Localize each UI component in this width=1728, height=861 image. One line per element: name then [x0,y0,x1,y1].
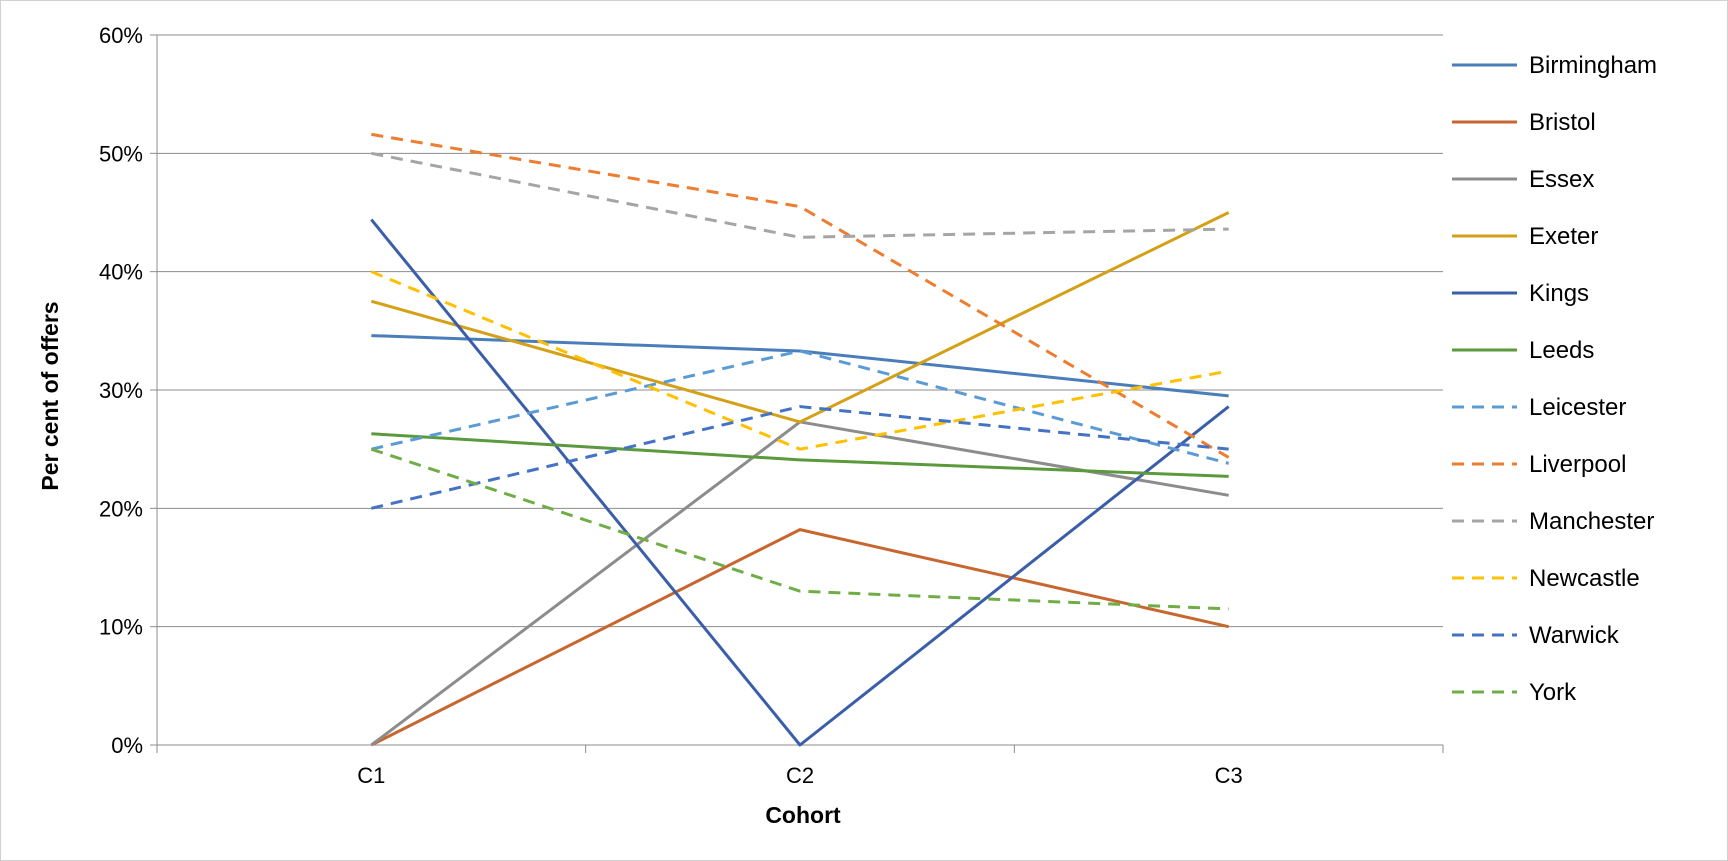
x-axis-title: Cohort [765,802,841,828]
x-tick-label: C3 [1215,763,1243,788]
series-line-newcastle [370,270,1229,451]
legend-item-manchester: Manchester [1452,508,1654,535]
legend-label: Exeter [1529,223,1598,250]
legend-label: Liverpool [1529,451,1626,478]
legend-label: Bristol [1529,109,1596,136]
series-line-exeter [370,211,1230,424]
legend-label: Leicester [1529,394,1626,421]
legend-label: Newcastle [1529,565,1640,592]
legend: Birmingham Bristol Essex Exeter Kings Leeds Le… [1452,52,1657,706]
legend-item-essex: Essex [1452,166,1594,193]
y-tick-label: 10% [99,615,143,640]
gridlines [157,34,1443,628]
x-tick-label: C2 [786,763,814,788]
x-tick-label: C1 [357,763,385,788]
legend-label: Warwick [1529,622,1620,649]
legend-item-leeds: Leeds [1452,337,1594,364]
series-line-leeds [371,432,1229,478]
x-tick-labels: C1 C2 C3 [357,763,1242,788]
y-tick-label: 30% [99,378,143,403]
legend-item-warwick: Warwick [1452,622,1620,649]
legend-item-exeter: Exeter [1452,223,1598,250]
legend-label: Leeds [1529,337,1594,364]
series-line-leicester [370,349,1230,465]
legend-item-bristol: Bristol [1452,109,1596,136]
legend-item-birmingham: Birmingham [1452,52,1657,79]
legend-item-leicester: Leicester [1452,394,1626,421]
series-line-kings [370,218,1230,747]
series-line-warwick [370,405,1229,510]
y-tick-label: 50% [99,141,143,166]
y-tick-labels: 0% 10% 20% 30% 40% 50% 60% [99,23,143,758]
legend-label: Essex [1529,166,1594,193]
y-tick-label: 40% [99,260,143,285]
legend-label: Kings [1529,280,1589,307]
y-tick-label: 20% [99,496,143,521]
legend-label: Birmingham [1529,52,1657,79]
series-line-manchester [371,151,1229,239]
legend-item-york: York [1452,679,1577,706]
series-line-birmingham [371,334,1229,398]
axes [150,34,1444,753]
series-line-york [370,447,1229,611]
series-line-bristol [370,528,1229,747]
y-tick-label: 0% [111,733,143,758]
legend-label: Manchester [1529,508,1654,535]
legend-item-newcastle: Newcastle [1452,565,1640,592]
series-lines [370,132,1230,747]
y-axis-title: Per cent of offers [37,301,63,490]
legend-item-liverpool: Liverpool [1452,451,1626,478]
legend-item-kings: Kings [1452,280,1589,307]
series-line-liverpool [371,132,1230,459]
y-tick-label: 60% [99,23,143,48]
legend-label: York [1529,679,1577,706]
